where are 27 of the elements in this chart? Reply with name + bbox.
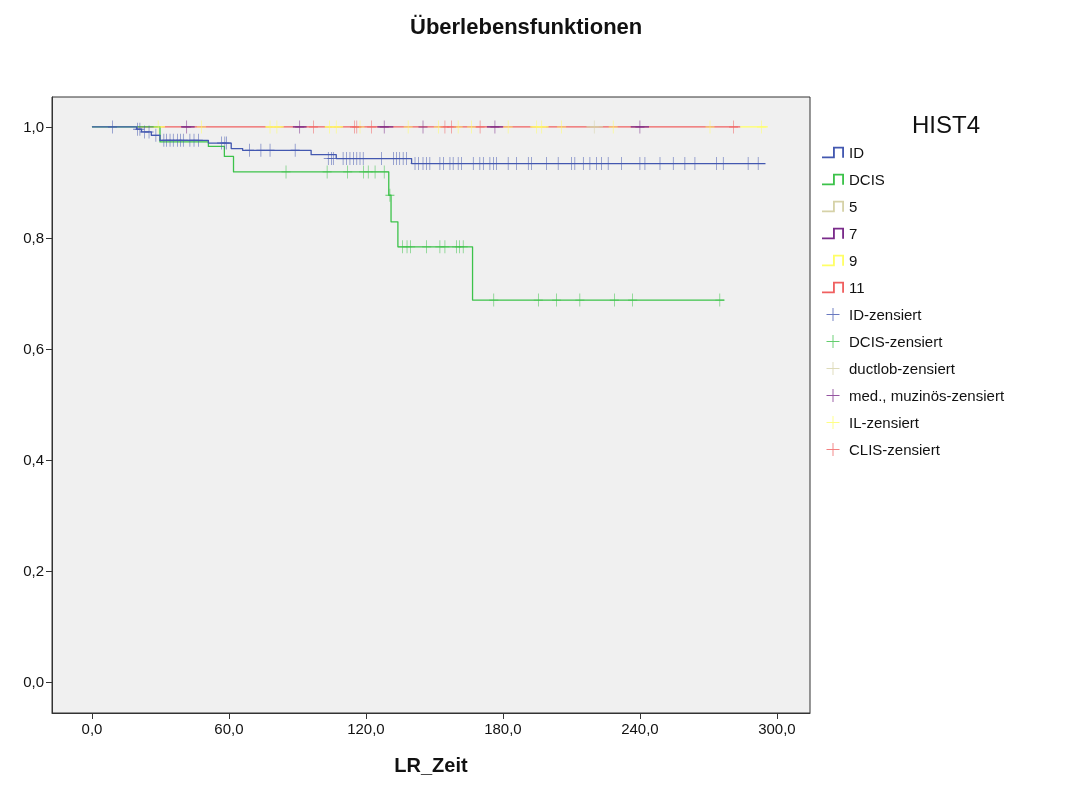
legend-label: ID-zensiert — [849, 306, 923, 323]
legend-label: ductlob-zensiert — [849, 360, 956, 377]
legend-label: 9 — [849, 252, 858, 269]
legend-label: ID — [849, 144, 865, 161]
y-tick-label: 0,0 — [23, 673, 44, 691]
x-tick-label: 240,0 — [621, 720, 659, 737]
y-tick-label: 0,4 — [23, 451, 44, 469]
legend-label: med., muzinös-zensiert — [849, 387, 1005, 404]
x-tick-label: 60,0 — [214, 720, 244, 737]
legend-title: HIST4 — [912, 110, 981, 138]
x-tick-label: 300,0 — [758, 720, 796, 737]
x-tick-label: 120,0 — [347, 720, 385, 737]
y-tick-label: 0,6 — [23, 340, 44, 358]
chart-title: Überlebensfunktionen — [410, 13, 643, 39]
legend-label: 5 — [849, 198, 858, 215]
x-tick-label: 0,0 — [81, 720, 103, 737]
legend-label: 7 — [849, 225, 858, 242]
y-tick-label: 0,2 — [23, 562, 44, 580]
x-axis-title: LR_Zeit — [394, 754, 469, 776]
legend-label: DCIS — [849, 171, 885, 188]
y-tick-label: 0,8 — [23, 229, 44, 247]
x-tick-label: 180,0 — [484, 720, 522, 737]
legend-label: IL-zensiert — [849, 414, 920, 431]
y-tick-label: 1,0 — [23, 118, 44, 136]
legend-label: 11 — [849, 279, 865, 296]
legend-label: CLIS-zensiert — [849, 441, 941, 458]
legend-label: DCIS-zensiert — [849, 333, 944, 350]
